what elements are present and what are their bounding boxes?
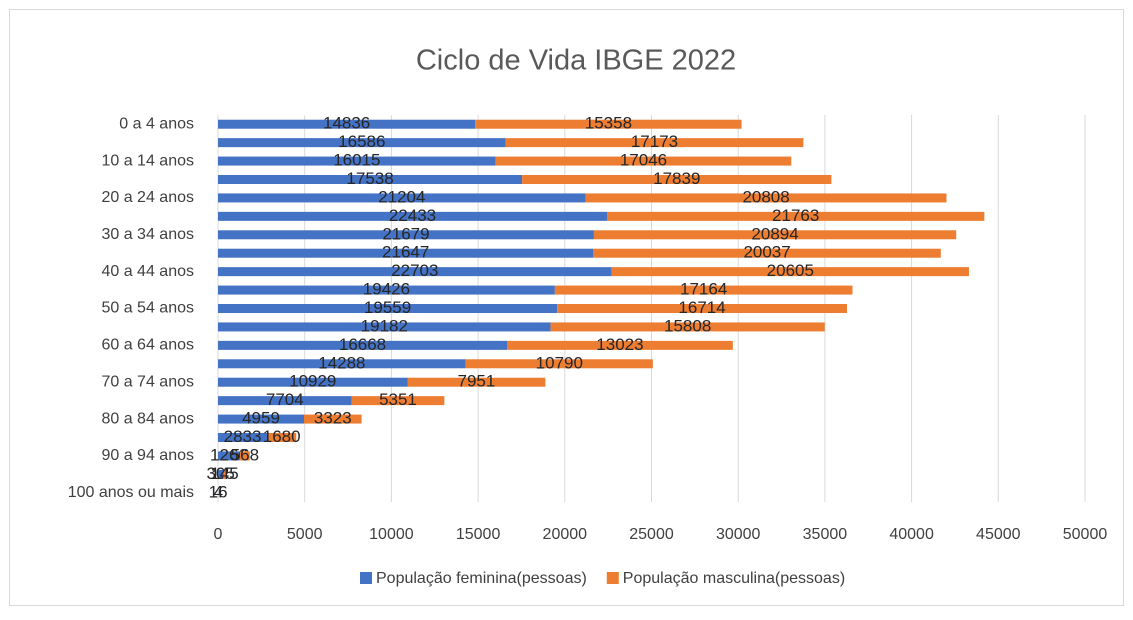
data-label: 16668 (339, 335, 386, 354)
data-label: 10929 (289, 372, 336, 391)
data-label: 1680 (263, 427, 301, 446)
data-label: 17046 (620, 151, 667, 170)
x-tick-label: 20000 (543, 526, 588, 543)
data-label: 21204 (378, 187, 425, 206)
data-label: 14288 (318, 353, 365, 372)
legend-swatch (360, 572, 372, 584)
x-tick-label: 40000 (889, 526, 934, 543)
x-tick-label: 0 (214, 526, 223, 543)
y-tick-label: 10 a 14 anos (101, 152, 194, 169)
x-tick-label: 10000 (369, 526, 414, 543)
data-label: 5351 (379, 390, 417, 409)
data-label: 15358 (585, 114, 632, 133)
data-label: 20894 (751, 224, 798, 243)
x-tick-label: 35000 (803, 526, 848, 543)
data-label: 14836 (323, 114, 370, 133)
data-label: 19426 (363, 280, 410, 299)
data-label: 16586 (338, 132, 385, 151)
y-tick-label: 0 a 4 anos (119, 115, 194, 132)
data-label: 17538 (346, 169, 393, 188)
data-label: 3323 (314, 409, 352, 428)
x-tick-label: 25000 (629, 526, 674, 543)
data-label: 20037 (743, 243, 790, 262)
legend-label: População masculina(pessoas) (623, 570, 845, 587)
y-tick-label: 50 a 54 anos (101, 300, 194, 317)
data-label: 16714 (678, 298, 725, 317)
y-tick-label: 20 a 24 anos (101, 189, 194, 206)
data-label: 17839 (653, 169, 700, 188)
y-tick-label: 90 a 94 anos (101, 447, 194, 464)
y-tick-label: 40 a 44 anos (101, 263, 194, 280)
data-label: 17164 (680, 280, 727, 299)
x-tick-label: 15000 (456, 526, 501, 543)
x-tick-label: 45000 (976, 526, 1021, 543)
data-label: 22703 (391, 261, 438, 280)
data-label: 7704 (266, 390, 304, 409)
data-label: 2833 (224, 427, 262, 446)
data-label: 21679 (382, 224, 429, 243)
y-tick-label: 100 anos ou mais (68, 484, 194, 501)
data-label: 10790 (536, 353, 583, 372)
data-label: 4 (214, 482, 223, 501)
y-tick-label: 70 a 74 anos (101, 373, 194, 390)
data-label: 15808 (664, 316, 711, 335)
data-label: 7951 (458, 372, 496, 391)
legend-swatch (607, 572, 619, 584)
legend-label: População feminina(pessoas) (376, 570, 587, 587)
x-tick-label: 50000 (1063, 526, 1108, 543)
data-label: 20808 (742, 187, 789, 206)
data-label: 17173 (631, 132, 678, 151)
data-label: 21647 (382, 243, 429, 262)
data-label: 22433 (389, 206, 436, 225)
y-tick-label: 80 a 84 anos (101, 410, 194, 427)
data-label: 21763 (772, 206, 819, 225)
y-tick-label: 60 a 64 anos (101, 337, 194, 354)
data-label: 145 (210, 464, 238, 483)
x-tick-label: 30000 (716, 526, 761, 543)
data-label: 19559 (364, 298, 411, 317)
data-label: 16015 (333, 151, 380, 170)
y-tick-label: 30 a 34 anos (101, 226, 194, 243)
x-tick-label: 5000 (287, 526, 323, 543)
data-label: 20605 (767, 261, 814, 280)
chart-title: Ciclo de Vida IBGE 2022 (416, 45, 736, 77)
data-label: 13023 (596, 335, 643, 354)
data-label: 568 (231, 445, 259, 464)
data-label: 19182 (361, 316, 408, 335)
data-label: 4959 (242, 409, 280, 428)
